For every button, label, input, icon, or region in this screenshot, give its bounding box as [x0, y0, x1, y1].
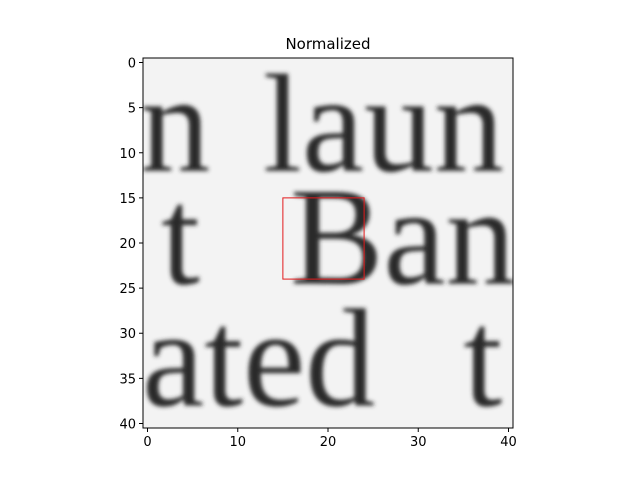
x-tick-label: 20 — [320, 435, 337, 450]
x-tick-label: 0 — [143, 435, 151, 450]
y-tick-label: 5 — [128, 102, 136, 117]
y-tick-label: 10 — [119, 147, 136, 162]
image-word: Ban — [290, 160, 516, 315]
y-tick-label: 30 — [119, 327, 136, 342]
image-word: ated — [142, 281, 375, 436]
image-word: t — [463, 281, 502, 436]
y-tick-label: 20 — [119, 237, 136, 252]
x-tick-label: 40 — [500, 435, 517, 450]
image-background — [143, 58, 513, 428]
image-word: laun — [263, 47, 504, 202]
highlight-box — [282, 197, 365, 280]
x-tick-label: 30 — [410, 435, 427, 450]
y-tick-label: 40 — [119, 417, 136, 432]
y-tick-label: 15 — [119, 192, 136, 207]
image-word: t — [161, 160, 200, 315]
x-tick-label: 10 — [229, 435, 246, 450]
y-tick-label: 25 — [119, 282, 136, 297]
chart-title: Normalized — [285, 35, 370, 53]
image-word: n — [140, 47, 210, 202]
y-tick-label: 35 — [119, 372, 136, 387]
y-tick-label: 0 — [128, 57, 136, 72]
